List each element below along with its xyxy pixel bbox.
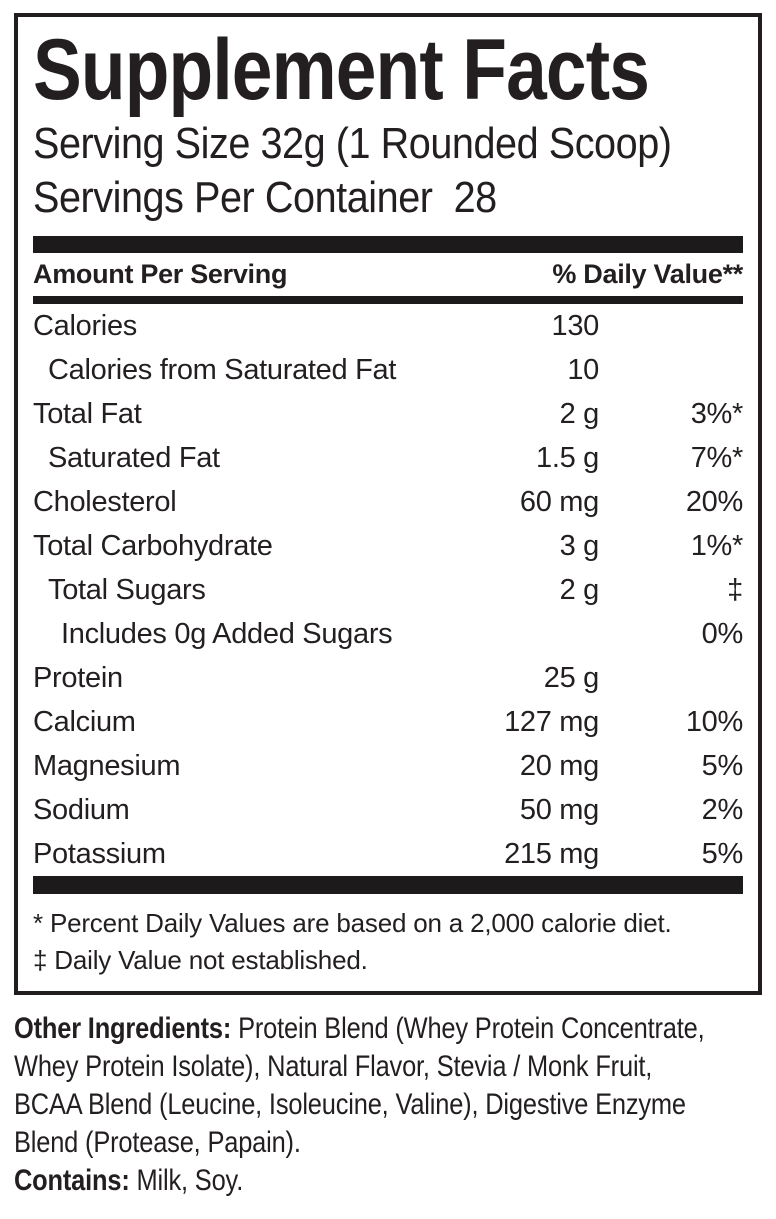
table-row: Calcium 127 mg 10% [33,700,743,744]
table-row: Calories 130 [33,304,743,348]
nutrient-amount: 10 [567,353,599,386]
table-row: Magnesium 20 mg 5% [33,744,743,788]
table-row: Sodium 50 mg 2% [33,788,743,832]
serving-info: Serving Size 32g (1 Rounded Scoop) Servi… [33,117,749,225]
footnote-daily-values: * Percent Daily Values are based on a 2,… [33,908,672,938]
nutrient-daily-value: 1%* [690,529,744,562]
nutrient-name: Saturated Fat [48,441,220,474]
other-ingredients-paragraph: Other Ingredients: Protein Blend (Whey P… [14,1010,776,1162]
separator-bar-mid [33,296,743,304]
contains-text: Milk, Soy. [129,1164,244,1197]
serving-size: Serving Size 32g (1 Rounded Scoop) [33,119,672,168]
header-amount-per-serving: Amount Per Serving [33,259,288,289]
nutrient-daily-value: 5% [701,749,744,782]
nutrient-name: Includes 0g Added Sugars [61,617,393,650]
nutrient-amount: 127 mg [504,705,599,738]
table-row: Total Fat 2 g 3%* [33,392,743,436]
table-row: Protein 25 g [33,656,743,700]
nutrient-name: Total Carbohydrate [33,529,273,562]
nutrient-daily-value: 7%* [690,441,744,474]
nutrient-name: Cholesterol [33,485,177,518]
nutrient-amount: 2 g [559,397,600,430]
nutrient-amount: 1.5 g [536,441,599,474]
nutrient-amount: 130 [551,309,600,342]
nutrient-name: Protein [33,661,123,694]
nutrient-name: Magnesium [33,749,181,782]
nutrient-amount: 215 mg [504,837,599,870]
nutrient-amount: 60 mg [519,485,599,518]
other-ingredients-text: Protein Blend (Whey Protein Concentrate,… [14,1012,705,1159]
nutrient-amount: 3 g [559,529,600,562]
header-daily-value: % Daily Value** [552,259,743,289]
nutrient-rows: Calories 130 Calories from Saturated Fat 10… [33,304,743,876]
servings-per-container: Servings Per Container 28 [33,173,497,222]
nutrient-daily-value: 20% [685,485,743,518]
nutrient-daily-value: 3%* [690,397,744,430]
separator-bar-top [33,236,743,253]
nutrient-daily-value: 2% [701,793,744,826]
nutrient-name: Total Fat [33,397,142,430]
nutrient-name: Sodium [33,793,130,826]
panel-title: Supplement Facts [33,22,650,118]
table-row: Saturated Fat 1.5 g 7%* [33,436,743,480]
supplement-facts-panel: Supplement Facts Serving Size 32g (1 Rou… [14,13,762,995]
contains-line: Contains: Milk, Soy. [14,1162,776,1200]
contains-label: Contains: [14,1164,130,1197]
table-row: Total Sugars 2 g ‡ [33,568,743,612]
nutrient-daily-value: 0% [701,617,744,650]
table-row: Includes 0g Added Sugars 0% [33,612,743,656]
table-header: Amount Per Serving % Daily Value** [33,253,743,296]
nutrient-amount: 20 mg [519,749,599,782]
table-row: Total Carbohydrate 3 g 1%* [33,524,743,568]
table-row: Calories from Saturated Fat 10 [33,348,743,392]
table-row: Cholesterol 60 mg 20% [33,480,743,524]
nutrient-daily-value: 5% [701,837,744,870]
table-row: Potassium 215 mg 5% [33,832,743,876]
nutrient-name: Potassium [33,837,166,870]
nutrient-daily-value: 10% [685,705,743,738]
nutrient-name: Total Sugars [48,573,206,606]
ingredients-section: Other Ingredients: Protein Blend (Whey P… [14,1010,776,1200]
footnotes: * Percent Daily Values are based on a 2,… [33,905,743,979]
footnote-not-established: ‡ Daily Value not established. [33,945,368,975]
nutrient-name: Calories from Saturated Fat [48,353,397,386]
nutrient-amount: 2 g [559,573,600,606]
nutrient-daily-value: ‡ [727,573,743,606]
nutrient-name: Calories [33,309,137,342]
nutrient-name: Calcium [33,705,136,738]
nutrient-amount: 25 g [543,661,600,694]
nutrient-amount: 50 mg [519,793,599,826]
separator-bar-bottom [33,876,743,894]
other-ingredients-label: Other Ingredients: [14,1012,232,1045]
